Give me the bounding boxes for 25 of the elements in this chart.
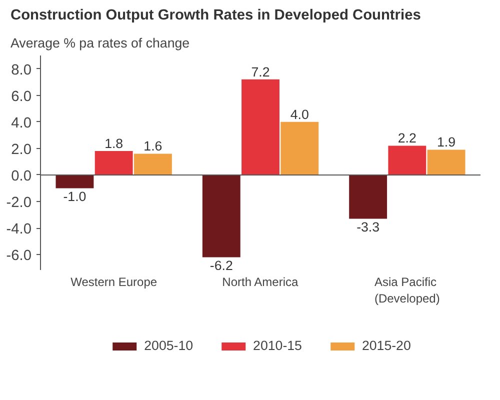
chart-subtitle: Average % pa rates of change [10, 36, 190, 50]
y-tick-label: -2.0 [6, 194, 32, 211]
legend-label: 2015-20 [362, 338, 411, 353]
y-tick-label: -6.0 [6, 248, 32, 264]
y-tick-label: 2.0 [11, 142, 32, 158]
y-tick-label: 6.0 [11, 88, 32, 105]
data-label: 7.2 [251, 64, 270, 80]
data-label: -1.0 [63, 189, 86, 204]
data-label: -6.2 [210, 258, 233, 274]
data-label: 1.9 [437, 134, 456, 150]
data-label: 2.2 [398, 130, 416, 146]
x-tick-label: North America [222, 274, 299, 289]
legend-label: 2010-15 [253, 338, 302, 353]
x-tick-label: Asia Pacific (Developed) [374, 274, 440, 306]
x-tick-label: Western Europe [70, 274, 158, 289]
legend-label: 2005-10 [144, 338, 194, 353]
data-label: -3.3 [356, 220, 380, 235]
chart-title: Construction Output Growth Rates in Developed Countries [10, 8, 421, 24]
data-label: 4.0 [290, 106, 309, 122]
data-label: 1.6 [144, 138, 162, 154]
y-tick-label: -4.0 [6, 222, 32, 238]
y-tick-label: 8.0 [11, 62, 32, 78]
y-tick-label: 4.0 [11, 115, 32, 132]
y-tick-label: 0.0 [11, 168, 32, 184]
data-label: 1.8 [104, 136, 124, 152]
